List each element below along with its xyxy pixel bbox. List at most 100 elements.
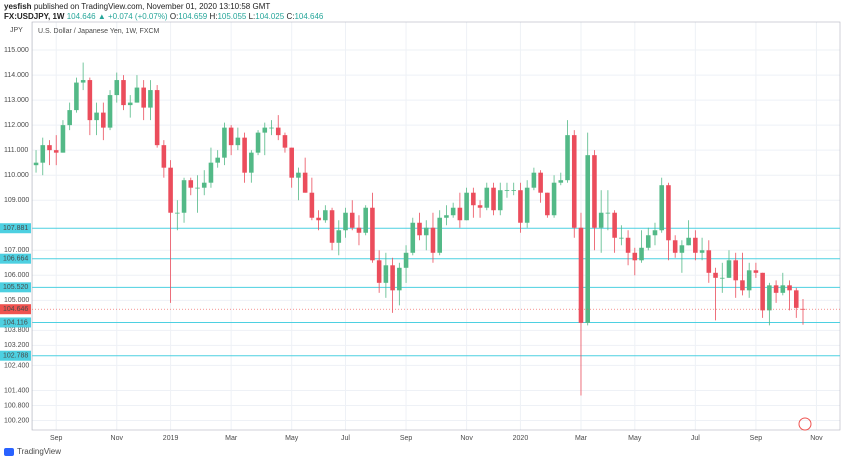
candle-body bbox=[121, 80, 126, 106]
candle-body bbox=[60, 125, 66, 153]
candle-body bbox=[329, 210, 335, 243]
x-tick-label: May bbox=[628, 435, 642, 442]
candle-body bbox=[571, 135, 577, 228]
watermark-logo bbox=[798, 417, 812, 431]
candle-body bbox=[242, 137, 247, 173]
candle-body bbox=[780, 285, 786, 293]
level-label: 102.788 bbox=[3, 353, 28, 360]
candle-body bbox=[397, 267, 402, 291]
y-tick-label: 106.000 bbox=[4, 272, 29, 279]
candle-body bbox=[592, 155, 597, 228]
ohlc-label: H: bbox=[209, 12, 218, 21]
candle-body bbox=[215, 157, 220, 163]
y-tick-label: 110.000 bbox=[4, 172, 29, 179]
symbol: FX:USDJPY, 1W bbox=[4, 12, 65, 21]
candle-body bbox=[477, 205, 483, 208]
candle-body bbox=[767, 285, 772, 311]
candle-body bbox=[282, 135, 288, 148]
candle-body bbox=[363, 207, 368, 233]
candle-body bbox=[706, 250, 712, 273]
candle-body bbox=[161, 145, 167, 168]
candle-body bbox=[800, 308, 806, 310]
x-tick-label: Nov bbox=[810, 435, 823, 442]
level-label: 104.116 bbox=[3, 319, 28, 326]
candle-body bbox=[249, 152, 254, 173]
candle-body bbox=[531, 172, 537, 188]
brand-logo bbox=[4, 448, 14, 456]
level-label-bg bbox=[0, 253, 31, 264]
candle-body bbox=[201, 182, 207, 188]
candle-body bbox=[585, 155, 590, 323]
candle-body bbox=[417, 222, 422, 236]
brand: TradingView bbox=[17, 447, 61, 456]
candle-body bbox=[181, 180, 187, 213]
candle-body bbox=[134, 87, 140, 103]
candle-body bbox=[693, 237, 698, 253]
candle-body bbox=[598, 212, 604, 228]
candle-body bbox=[733, 260, 739, 281]
candle-body bbox=[53, 150, 59, 153]
candle-body bbox=[403, 252, 409, 268]
candle-body bbox=[753, 270, 759, 273]
candle-body bbox=[309, 192, 315, 218]
ohlc-label: O: bbox=[169, 12, 179, 21]
y-tick-label: 111.000 bbox=[4, 147, 28, 154]
level-label-bg bbox=[0, 317, 31, 328]
candle-body bbox=[578, 227, 584, 323]
candle-body bbox=[787, 285, 792, 291]
y-tick-label: 112.000 bbox=[4, 122, 29, 129]
candle-body bbox=[195, 187, 200, 189]
y-tick-label: 115.000 bbox=[4, 47, 29, 54]
chart-title: U.S. Dollar / Japanese Yen, 1W, FXCM bbox=[38, 28, 160, 35]
candle-body bbox=[222, 127, 227, 158]
author: yesfish bbox=[4, 2, 32, 11]
published: published on TradingView.com, November 0… bbox=[33, 2, 271, 11]
ohlc-value: 104.025 bbox=[255, 12, 285, 21]
candle-body bbox=[141, 87, 146, 108]
candle-body bbox=[289, 147, 294, 178]
level-label-bg bbox=[0, 223, 31, 234]
candle-body bbox=[33, 162, 39, 166]
publish-line: yesfish published on TradingView.com, No… bbox=[4, 2, 323, 12]
x-tick-label: Jul bbox=[691, 435, 700, 442]
candle-body bbox=[127, 102, 133, 106]
candle-body bbox=[262, 127, 268, 133]
x-tick-label: 2020 bbox=[513, 435, 529, 442]
candle-body bbox=[793, 290, 799, 308]
candle-body bbox=[713, 272, 718, 278]
quote-line: FX:USDJPY, 1W 104.646 ▲ +0.074 (+0.07%) … bbox=[4, 12, 323, 22]
y-tick-label: 101.400 bbox=[4, 387, 29, 394]
candle-body bbox=[484, 187, 490, 208]
candle-body bbox=[740, 280, 745, 291]
candle-body bbox=[370, 207, 375, 261]
candle-body bbox=[101, 112, 106, 128]
candle-body bbox=[679, 245, 685, 253]
candle-body bbox=[336, 230, 342, 243]
candle-body bbox=[296, 172, 301, 178]
candle-body bbox=[760, 272, 765, 311]
candle-body bbox=[168, 167, 173, 213]
candle-body bbox=[107, 95, 113, 128]
candle-body bbox=[376, 260, 382, 283]
y-tick-label: 105.000 bbox=[4, 297, 29, 304]
candle-body bbox=[464, 192, 469, 221]
candle-body bbox=[94, 112, 99, 121]
candle-body bbox=[686, 237, 691, 246]
candle-body bbox=[645, 235, 651, 248]
candle-body bbox=[410, 222, 416, 253]
candle-body bbox=[423, 227, 429, 236]
candle-body bbox=[565, 135, 570, 181]
x-tick-label: Sep bbox=[50, 435, 63, 442]
candle-body bbox=[471, 192, 476, 206]
candle-body bbox=[444, 215, 449, 218]
candle-body bbox=[67, 110, 72, 126]
change: ▲ +0.074 (+0.07%) bbox=[97, 12, 168, 21]
candle-body bbox=[457, 207, 463, 221]
y-tick-label: 100.200 bbox=[4, 417, 29, 424]
candle-body bbox=[87, 80, 93, 121]
candle-body bbox=[228, 127, 234, 146]
candle-body bbox=[323, 210, 328, 221]
x-tick-label: Sep bbox=[400, 435, 413, 442]
